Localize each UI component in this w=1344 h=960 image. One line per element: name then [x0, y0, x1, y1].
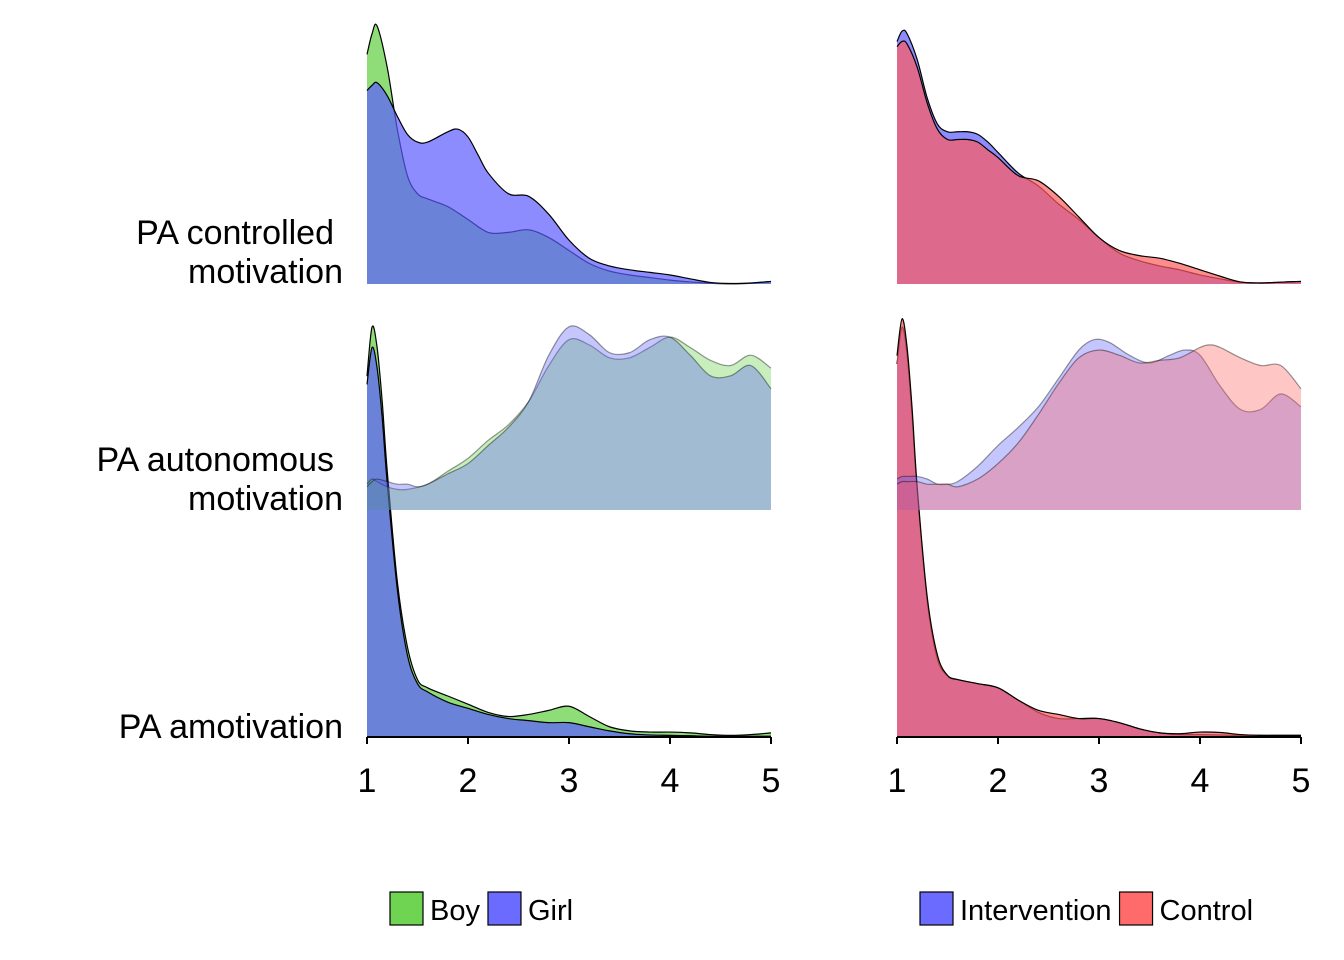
- legend-label-boy: Boy: [430, 895, 480, 927]
- legend-key-girl: [487, 891, 522, 926]
- y-label-autonomous-line1: PA autonomous: [96, 441, 334, 479]
- ridge-area-girl-2: [367, 347, 771, 737]
- ridge-area-control-2: [897, 318, 1301, 737]
- legend-label-control: Control: [1160, 895, 1254, 927]
- ridge-area-intervention-1: [897, 339, 1301, 510]
- legend-key-boy: [389, 891, 424, 926]
- ridge-area-control-0: [897, 40, 1301, 284]
- x-tick-label: 1: [888, 762, 907, 800]
- ridge-line-girl-2: [366, 346, 771, 737]
- x-tick-label: 5: [762, 762, 781, 800]
- legend-key-control: [1118, 891, 1154, 926]
- legend-key-intervention: [919, 891, 954, 926]
- y-category-labels: PA controlled motivation PA autonomous m…: [96, 214, 343, 746]
- y-label-controlled-line1: PA controlled: [136, 214, 334, 252]
- ridge-line-boy-1: [366, 336, 772, 491]
- x-tick-label: 2: [459, 762, 478, 800]
- ridge-line-boy-2: [366, 325, 772, 736]
- x-tick-label: 4: [661, 762, 680, 800]
- ridge-line-control-0: [896, 40, 1302, 284]
- ridge-area-girl-1: [367, 325, 771, 510]
- x-tick-label: 1: [358, 762, 377, 800]
- panel-gender: 1 2 3 4 5 Boy Girl: [358, 23, 781, 927]
- ridge-line-intervention-1: [896, 338, 1302, 486]
- ridge-line-girl-0: [366, 81, 772, 285]
- ridge-area-boy-1: [367, 337, 771, 510]
- ridge-area-control-1: [897, 344, 1301, 510]
- ridge-line-control-2: [896, 318, 1301, 737]
- y-label-autonomous-line2: motivation: [188, 480, 343, 518]
- x-tick-label: 2: [989, 762, 1008, 800]
- ridge-line-control-1: [896, 344, 1302, 488]
- y-label-amotivation: PA amotivation: [119, 708, 343, 746]
- panel-group: 1 2 3 4 5 Intervention Control: [888, 29, 1311, 927]
- x-tick-label: 3: [560, 762, 579, 800]
- x-tick-label: 3: [1090, 762, 1109, 800]
- ridge-area-girl-0: [367, 82, 771, 285]
- y-label-controlled-line2: motivation: [188, 253, 343, 291]
- ridge-line-girl-1: [366, 325, 772, 488]
- x-tick-label: 4: [1191, 762, 1210, 800]
- legend-label-girl: Girl: [528, 895, 573, 927]
- x-tick-label: 5: [1292, 762, 1311, 800]
- legend-label-intervention: Intervention: [960, 895, 1112, 927]
